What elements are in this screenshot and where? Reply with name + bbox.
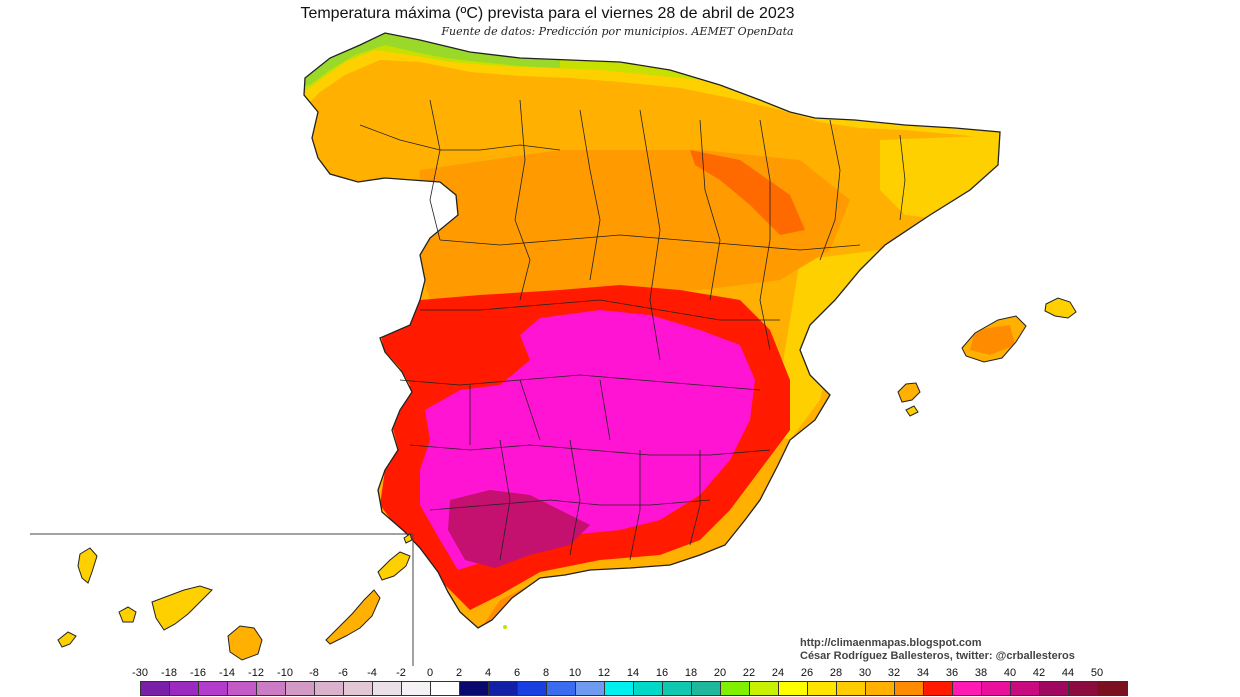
legend-tick-label: 16 [655,667,669,679]
legend-tick-label: 14 [626,667,640,679]
legend-swatch [663,682,692,695]
orange-zone-ebro [690,150,805,235]
deep-magenta-zone [448,490,590,568]
legend-tick-label: 28 [829,667,843,679]
legend-tick-label: 4 [484,667,492,679]
legend-swatch [431,682,460,695]
la-palma [77,547,98,584]
map-subtitle: Fuente de datos: Predicción por municipi… [441,25,794,38]
el-hierro [57,631,77,648]
legend-swatch [779,682,808,695]
ceuta [503,625,507,629]
color-legend-bar [140,681,1128,696]
credit-author: César Rodríguez Ballesteros, twitter: @c… [800,650,1075,662]
canary-islands [57,533,413,661]
legend-swatch [373,682,402,695]
legend-tick-label: 30 [858,667,872,679]
legend-tick-label: 34 [916,667,930,679]
legend-swatch [1069,682,1098,695]
balearic-islands [897,297,1077,417]
legend-tick-label: -30 [132,667,148,679]
legend-swatch [808,682,837,695]
legend-swatch [170,682,199,695]
legend-swatch [750,682,779,695]
legend-swatch [692,682,721,695]
legend-swatch [576,682,605,695]
legend-swatch [634,682,663,695]
legend-tick-label: 36 [945,667,959,679]
formentera [905,405,919,417]
legend-swatch [1098,682,1127,695]
menorca [1044,297,1077,319]
legend-swatch [1040,682,1069,695]
canary-inset-frame [30,533,414,666]
legend-tick-label: 32 [887,667,901,679]
legend-tick-label: 20 [713,667,727,679]
legend-swatch [605,682,634,695]
legend-tick-label: 26 [800,667,814,679]
legend-tick-label: 40 [1003,667,1017,679]
legend-tick-label: -12 [248,667,264,679]
legend-labels: -30 -18 -16 -14 -12 -10 -8 -6 -4 -2 0 2 4 6 8 10 12 14 16 1… [0,667,1240,681]
legend-tick-label: 0 [426,667,434,679]
legend-tick-label: 44 [1061,667,1075,679]
legend-tick-label: 8 [542,667,550,679]
fuerteventura [325,589,381,645]
legend-swatch [837,682,866,695]
province-borders [359,99,906,561]
legend-swatch [924,682,953,695]
tenerife [151,585,213,631]
la-gomera [118,606,137,623]
legend-tick-label: -10 [277,667,293,679]
legend-swatch [547,682,576,695]
legend-tick-label: 22 [742,667,756,679]
legend-swatch [228,682,257,695]
legend-tick-label: 18 [684,667,698,679]
legend-swatch [721,682,750,695]
legend-tick-label: 38 [974,667,988,679]
lanzarote [377,551,411,581]
legend-tick-label: -6 [338,667,348,679]
legend-swatch [518,682,547,695]
legend-tick-label: 2 [455,667,463,679]
legend-swatch [344,682,373,695]
legend-swatch [199,682,228,695]
legend-swatch [866,682,895,695]
legend-swatch [460,682,489,695]
legend-swatch [141,682,170,695]
legend-swatch [953,682,982,695]
legend-tick-label: 6 [513,667,521,679]
legend-swatch [286,682,315,695]
legend-tick-label: 24 [771,667,785,679]
legend-tick-label: -4 [367,667,377,679]
legend-tick-label: 12 [597,667,611,679]
map-title: Temperatura máxima (ºC) prevista para el… [300,5,795,22]
legend-swatch [982,682,1011,695]
legend-tick-label: 42 [1032,667,1046,679]
legend-swatch [1011,682,1040,695]
legend-swatch [402,682,431,695]
legend-tick-label: 10 [568,667,582,679]
la-graciosa [403,533,413,544]
legend-tick-label: 50 [1090,667,1104,679]
mallorca [961,315,1027,363]
ibiza [897,382,921,403]
legend-tick-label: -8 [309,667,319,679]
legend-swatch [489,682,518,695]
credit-url: http://climaenmapas.blogspot.com [800,637,982,649]
legend-swatch [895,682,924,695]
legend-tick-label: -14 [219,667,235,679]
legend-tick-label: -16 [190,667,206,679]
legend-swatch [257,682,286,695]
gran-canaria [227,625,263,661]
legend-tick-label: -2 [396,667,406,679]
legend-tick-label: -18 [161,667,177,679]
legend-swatch [315,682,344,695]
